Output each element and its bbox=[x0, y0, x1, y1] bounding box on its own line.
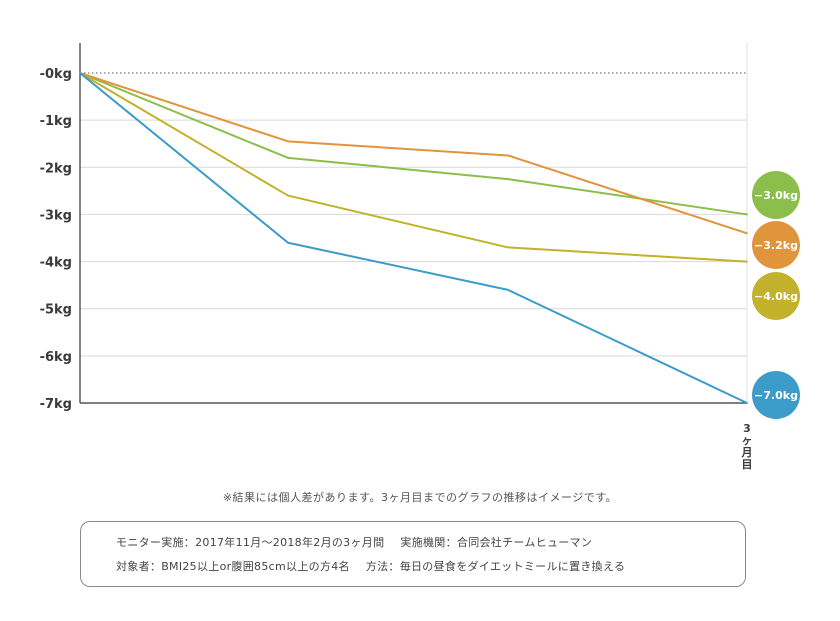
chart-axes bbox=[79, 43, 748, 404]
chart-grid bbox=[80, 72, 747, 357]
y-tick-label: -6kg bbox=[40, 350, 72, 365]
y-tick-label: -0kg bbox=[40, 67, 72, 82]
chart-end-labels: −3.0kg −3.2kg −4.0kg −7.0kg bbox=[752, 171, 800, 419]
x-category-label: ヶ bbox=[742, 434, 753, 447]
info-line-1: モニター実施：2017年11月〜2018年2月の3ヶ月間 実施機関：合同会社チーム… bbox=[116, 534, 592, 550]
result-badge bbox=[752, 272, 800, 320]
data-point bbox=[746, 213, 748, 216]
info-subjects: 対象者：BMI25以上or腹囲85cm以上の方4名 bbox=[116, 560, 350, 573]
result-badge bbox=[752, 221, 800, 269]
y-tick-label: -7kg bbox=[40, 397, 72, 412]
result-badge bbox=[752, 371, 800, 419]
y-tick-label: -4kg bbox=[40, 256, 72, 271]
y-tick-label: -5kg bbox=[40, 303, 72, 318]
info-period: モニター実施：2017年11月〜2018年2月の3ヶ月間 bbox=[116, 536, 385, 549]
y-tick-label: -1kg bbox=[40, 114, 72, 129]
y-tick-label: -3kg bbox=[40, 208, 72, 223]
data-point bbox=[746, 402, 748, 404]
series-line bbox=[79, 72, 748, 235]
data-point bbox=[79, 72, 81, 74]
weight-loss-chart: −3.0kg −3.2kg −4.0kg −7.0kg -0kg -1kg -2kg -3k… bbox=[40, 43, 800, 471]
chart-series bbox=[79, 72, 748, 404]
monitor-info-box: モニター実施：2017年11月〜2018年2月の3ヶ月間 実施機関：合同会社チーム… bbox=[80, 521, 746, 587]
series-line bbox=[79, 72, 748, 216]
result-badge-label: −3.2kg bbox=[754, 239, 798, 252]
info-method: 方法：毎日の昼食をダイエットミールに置き換える bbox=[365, 560, 626, 573]
chart-tick-labels: -0kg -1kg -2kg -3kg -4kg -5kg -6kg -7kg 3ヶ月目 bbox=[40, 67, 753, 471]
result-badge bbox=[752, 171, 800, 219]
data-point bbox=[507, 246, 509, 249]
disclaimer-note: ※結果には個人差があります。3ヶ月目までのグラフの推移はイメージです。 bbox=[222, 491, 618, 504]
data-point bbox=[287, 156, 289, 159]
data-point bbox=[507, 154, 509, 157]
info-organization: 実施機関：合同会社チームヒューマン bbox=[400, 536, 593, 549]
data-point bbox=[746, 232, 748, 235]
x-category-label: 3 bbox=[743, 422, 751, 435]
data-point bbox=[287, 194, 289, 197]
x-category-label: 月 bbox=[741, 446, 753, 459]
data-point bbox=[507, 288, 509, 291]
data-point bbox=[507, 178, 509, 180]
y-tick-label: -2kg bbox=[40, 161, 72, 176]
result-badge-label: −3.0kg bbox=[754, 189, 798, 202]
info-line-2: 対象者：BMI25以上or腹囲85cm以上の方4名 方法：毎日の昼食をダイエットミ… bbox=[116, 558, 625, 574]
series-line bbox=[79, 72, 748, 263]
result-badge-label: −7.0kg bbox=[754, 389, 798, 402]
result-badge-label: −4.0kg bbox=[754, 290, 798, 303]
series-line bbox=[79, 72, 748, 404]
data-point bbox=[287, 241, 289, 244]
data-point bbox=[287, 140, 289, 143]
data-point bbox=[746, 260, 748, 263]
x-category-label: 目 bbox=[742, 458, 753, 471]
